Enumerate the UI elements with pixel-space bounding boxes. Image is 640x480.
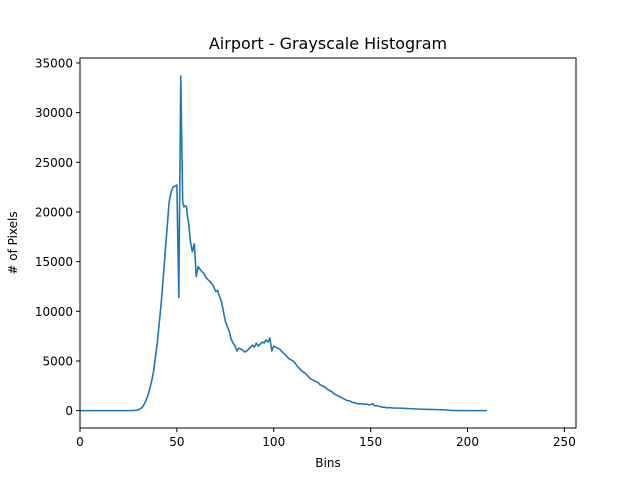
- y-tick-label: 20000: [35, 205, 73, 219]
- x-tick-label: 200: [456, 435, 479, 449]
- axes-frame: [79, 57, 577, 429]
- chart-title: Airport - Grayscale Histogram: [209, 34, 447, 53]
- y-axis: 0 5000 10000 15000 20000 25000 30000 35000: [35, 56, 80, 418]
- plot-area: [80, 75, 487, 412]
- y-tick-label: 35000: [35, 56, 73, 70]
- y-tick-label: 5000: [42, 354, 73, 368]
- y-axis-label: # of Pixels: [6, 211, 20, 274]
- y-tick-label: 25000: [35, 156, 73, 170]
- x-tick-label: 250: [553, 435, 576, 449]
- y-tick-label: 0: [65, 404, 73, 418]
- y-tick-label: 30000: [35, 106, 73, 120]
- series-line-histogram: [80, 75, 487, 412]
- x-axis-label: Bins: [315, 456, 340, 470]
- x-tick-label: 0: [76, 435, 84, 449]
- x-axis: 0 50 100 150 200 250: [76, 428, 576, 449]
- x-tick-label: 50: [169, 435, 184, 449]
- y-tick-label: 10000: [35, 305, 73, 319]
- x-tick-label: 100: [262, 435, 285, 449]
- x-tick-label: 150: [359, 435, 382, 449]
- y-tick-label: 15000: [35, 255, 73, 269]
